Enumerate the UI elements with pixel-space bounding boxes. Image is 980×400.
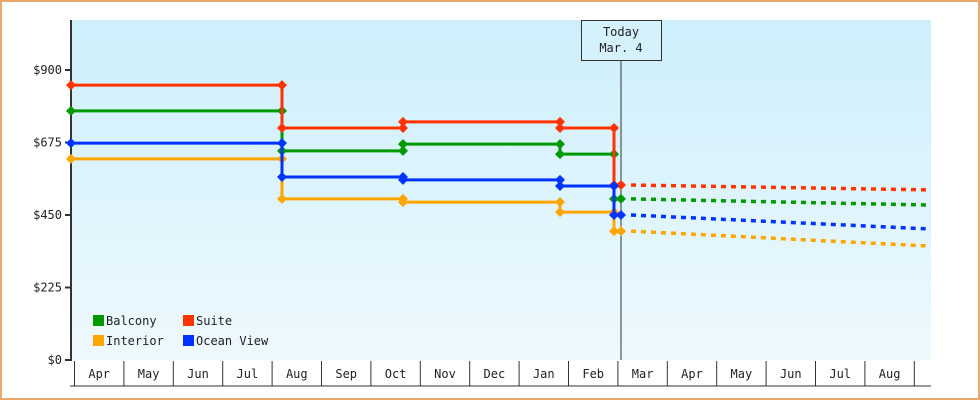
month-label: Aug xyxy=(286,367,308,381)
x-axis: Apr May Jun Jul Aug Sep Oct Nov Dec Jan Feb Mar Apr M… xyxy=(70,361,931,387)
y-tick-label: $0 xyxy=(48,353,62,367)
legend-label: Balcony xyxy=(106,314,157,328)
month-label: Sep xyxy=(335,367,357,381)
legend-item-ocean-view: Ocean View xyxy=(183,334,269,348)
legend-swatch xyxy=(183,315,194,326)
legend-swatch xyxy=(183,335,194,346)
month-label: Jun xyxy=(187,367,209,381)
month-label: Aug xyxy=(879,367,901,381)
y-tick-label: $900 xyxy=(33,63,62,77)
month-label: Nov xyxy=(434,367,456,381)
y-tick-label: $225 xyxy=(33,281,62,295)
today-marker: Today Mar. 4 xyxy=(581,20,662,360)
month-label: Mar xyxy=(632,367,654,381)
legend-item-interior: Interior xyxy=(93,334,164,348)
series-ocean-view xyxy=(66,138,928,231)
legend-label: Ocean View xyxy=(196,334,269,348)
month-label: Apr xyxy=(88,367,110,381)
month-label: Dec xyxy=(484,367,506,381)
month-label: Jul xyxy=(829,367,851,381)
legend-item-suite: Suite xyxy=(183,314,232,328)
month-label: Oct xyxy=(385,367,407,381)
y-axis: $0 $225 $450 $675 $900 xyxy=(33,20,72,367)
series-lines xyxy=(66,80,928,248)
legend: Balcony Suite Interior Ocean View xyxy=(93,314,269,348)
legend-swatch xyxy=(93,315,104,326)
legend-item-balcony: Balcony xyxy=(93,314,157,328)
y-tick-label: $450 xyxy=(33,208,62,222)
month-label: May xyxy=(731,367,753,381)
month-label: Jan xyxy=(533,367,555,381)
y-tick-label: $675 xyxy=(33,136,62,150)
today-date: Mar. 4 xyxy=(599,41,642,55)
legend-label: Interior xyxy=(106,334,164,348)
plot-area xyxy=(71,20,931,360)
month-label: Feb xyxy=(582,367,604,381)
legend-label: Suite xyxy=(196,314,232,328)
legend-swatch xyxy=(93,335,104,346)
month-label: Jun xyxy=(780,367,802,381)
month-label: Apr xyxy=(681,367,703,381)
month-label: May xyxy=(138,367,160,381)
today-label: Today xyxy=(603,25,639,39)
month-label: Jul xyxy=(237,367,259,381)
